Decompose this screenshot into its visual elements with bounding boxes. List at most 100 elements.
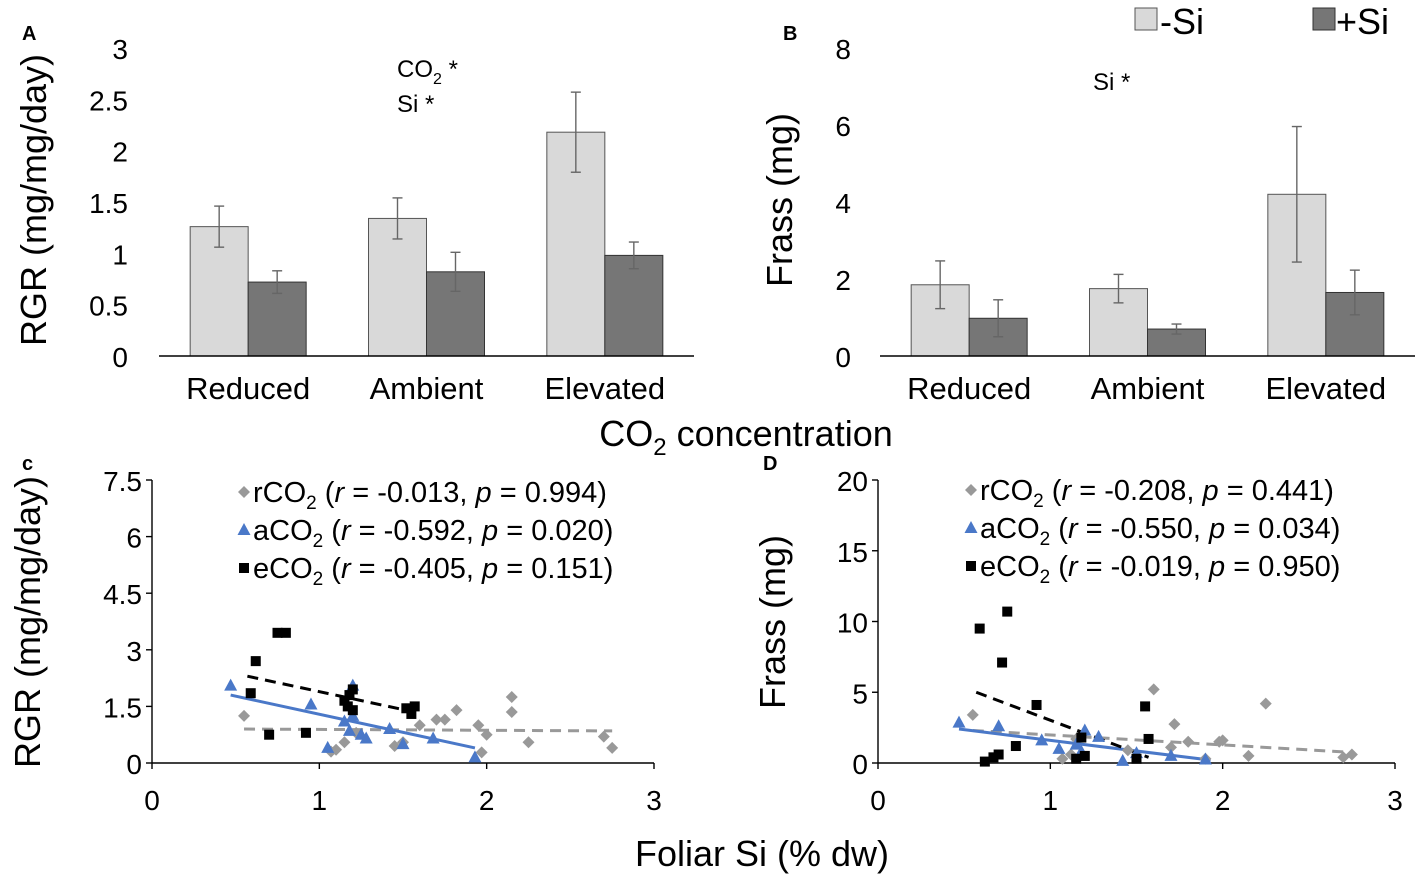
panel-d-point-eco2: [988, 752, 999, 763]
panel-d-label: D: [763, 453, 777, 475]
panel-b-category-label: Elevated: [1266, 371, 1387, 406]
panel-b-category-labels: Reduced Ambient Elevated: [907, 371, 1386, 406]
panel-c-y-tick-label: 4.5: [103, 579, 142, 610]
panel-d-point-eco2: [1031, 699, 1042, 710]
panel-c-legend-marker-aco2: [237, 523, 251, 535]
panel-b-y-tick-label: 2: [835, 265, 851, 296]
panel-d-point-eco2: [1010, 741, 1021, 752]
panel-a-y-axis-label: RGR (mg/mg/day): [13, 54, 54, 346]
panel-c-point-rco2: [450, 704, 463, 717]
legend-swatch-minus-si: [1134, 7, 1158, 31]
panel-b-label: B: [783, 23, 797, 45]
panel-d-legend-label-rco2: rCO2 (r = -0.208, p = 0.441): [980, 475, 1334, 512]
panel-a-y-axis: 0 0.5 1 1.5 2 2.5 3: [89, 34, 128, 373]
panel-d-x-tick-label: 1: [1043, 785, 1059, 816]
panel-d-legend-label-eco2: eCO2 (r = -0.019, p = 0.950): [980, 551, 1340, 588]
panel-a-category-labels: Reduced Ambient Elevated: [186, 371, 665, 406]
panel-d-point-aco2: [1052, 741, 1066, 754]
panel-c-point-aco2: [337, 714, 351, 727]
panel-c-point-eco2: [264, 729, 275, 740]
panel-c-legend-label-aco2: aCO2 (r = -0.592, p = 0.020): [253, 515, 613, 552]
panel-d-point-rco2: [1056, 752, 1069, 765]
panel-c-point-eco2: [245, 688, 256, 699]
panel-c-y-axis-label: RGR (mg/mg/day): [7, 476, 48, 768]
panel-b-annotation-si: Si *: [1093, 69, 1130, 96]
panel-d-y-tick-label: 15: [837, 537, 868, 568]
legend: -Si +Si: [1134, 1, 1389, 42]
panel-d-legend-marker-rco2: [965, 484, 977, 496]
panel-c-point-aco2: [396, 737, 410, 750]
panel-a-bar-minus-si-reduced: [189, 226, 249, 357]
panel-b-category-label: Ambient: [1091, 371, 1205, 406]
panel-d-point-rco2: [1242, 749, 1255, 762]
panel-c-y-tick-label: 3: [126, 636, 142, 667]
panel-c-y-tick-label: 6: [126, 523, 142, 554]
panel-c-point-eco2: [342, 701, 353, 712]
panel-c-y-axis: 0 1.5 3 4.5 6 7.5: [103, 466, 153, 780]
panel-c-point-rco2: [238, 709, 251, 722]
panel-d-point-eco2: [1131, 753, 1142, 764]
panel-c-point-eco2: [344, 690, 355, 701]
panel-d-point-eco2: [1140, 701, 1151, 712]
panel-c-y-tick-label: 1.5: [103, 692, 142, 723]
panel-c-y-tick-label: 7.5: [103, 466, 142, 497]
panel-c-point-aco2: [426, 731, 440, 744]
panel-d-points: [952, 606, 1358, 767]
panel-d-point-rco2: [966, 708, 979, 721]
panel-c-point-rco2: [430, 713, 443, 726]
panel-c-x-axis: 0 1 2 3: [144, 762, 662, 816]
panel-d-legend: rCO2 (r = -0.208, p = 0.441)aCO2 (r = -0…: [964, 475, 1340, 588]
panel-c-point-eco2: [406, 708, 417, 719]
panel-c-point-aco2: [342, 723, 356, 736]
panel-c-point-aco2: [224, 678, 238, 691]
panel-d-y-tick-label: 5: [852, 678, 868, 709]
panel-a-y-tick-label: 1: [112, 239, 128, 270]
panel-c-point-aco2: [321, 740, 335, 753]
co2-concentration-axis-label: CO2 concentration: [599, 413, 893, 461]
panel-c-point-aco2: [383, 722, 397, 735]
panel-b-frass-bar-chart: B 0 2 4 6 8 Reduced Ambient Elevated Frass (mg…: [759, 23, 1415, 406]
panel-d-point-rco2: [1121, 744, 1134, 757]
panel-d-point-eco2: [1143, 733, 1154, 744]
panel-a-y-tick-label: 0.5: [89, 291, 128, 322]
panel-d-x-tick-label: 3: [1387, 785, 1403, 816]
panel-a-category-label: Elevated: [545, 371, 666, 406]
panel-c-x-tick-label: 1: [312, 785, 328, 816]
panel-b-y-tick-label: 8: [835, 34, 851, 65]
legend-label-minus-si: -Si: [1160, 1, 1204, 42]
panel-d-point-aco2: [1092, 729, 1106, 742]
panel-d-point-aco2: [1164, 748, 1178, 761]
panel-a-category-label: Ambient: [370, 371, 484, 406]
panel-b-y-axis-label: Frass (mg): [759, 113, 800, 287]
panel-a-bar-plus-si-elevated: [604, 254, 664, 357]
panel-c-point-eco2: [272, 627, 283, 638]
panel-b-y-tick-label: 6: [835, 111, 851, 142]
panel-c-trendlines: [230, 674, 613, 750]
panel-c-label: c: [22, 453, 33, 475]
panel-a-category-label: Reduced: [186, 371, 310, 406]
panel-d-point-eco2: [997, 657, 1008, 668]
panel-a-y-tick-label: 2.5: [89, 85, 128, 116]
panel-d-point-aco2: [1116, 753, 1130, 766]
legend-label-plus-si: +Si: [1336, 1, 1389, 42]
panel-c-point-eco2: [339, 695, 350, 706]
panel-b-y-tick-label: 0: [835, 342, 851, 373]
panel-d-frass-scatter: D 0 5 10 15 20 0 1 2 3 rCO2 (r = -0.208, p = 0.…: [752, 453, 1403, 816]
panel-a-y-tick-label: 3: [112, 34, 128, 65]
panel-d-trendline-eco2: [975, 690, 1150, 759]
panel-d-y-axis: 0 5 10 15 20: [837, 466, 879, 780]
panel-c-point-eco2: [347, 705, 358, 716]
panel-d-y-tick-label: 10: [837, 608, 868, 639]
panel-a-label: A: [22, 23, 36, 45]
panel-d-point-rco2: [1216, 734, 1229, 747]
panel-b-category-label: Reduced: [907, 371, 1031, 406]
panel-c-point-rco2: [597, 730, 610, 743]
panel-c-point-eco2: [401, 703, 412, 714]
panel-c-legend: rCO2 (r = -0.013, p = 0.994)aCO2 (r = -0…: [237, 477, 613, 590]
panel-c-legend-label-rco2: rCO2 (r = -0.013, p = 0.994): [253, 477, 607, 514]
panel-c-point-rco2: [505, 690, 518, 703]
panel-d-y-tick-label: 20: [837, 466, 868, 497]
panel-d-point-aco2: [1069, 737, 1083, 750]
panel-c-point-rco2: [475, 746, 488, 759]
